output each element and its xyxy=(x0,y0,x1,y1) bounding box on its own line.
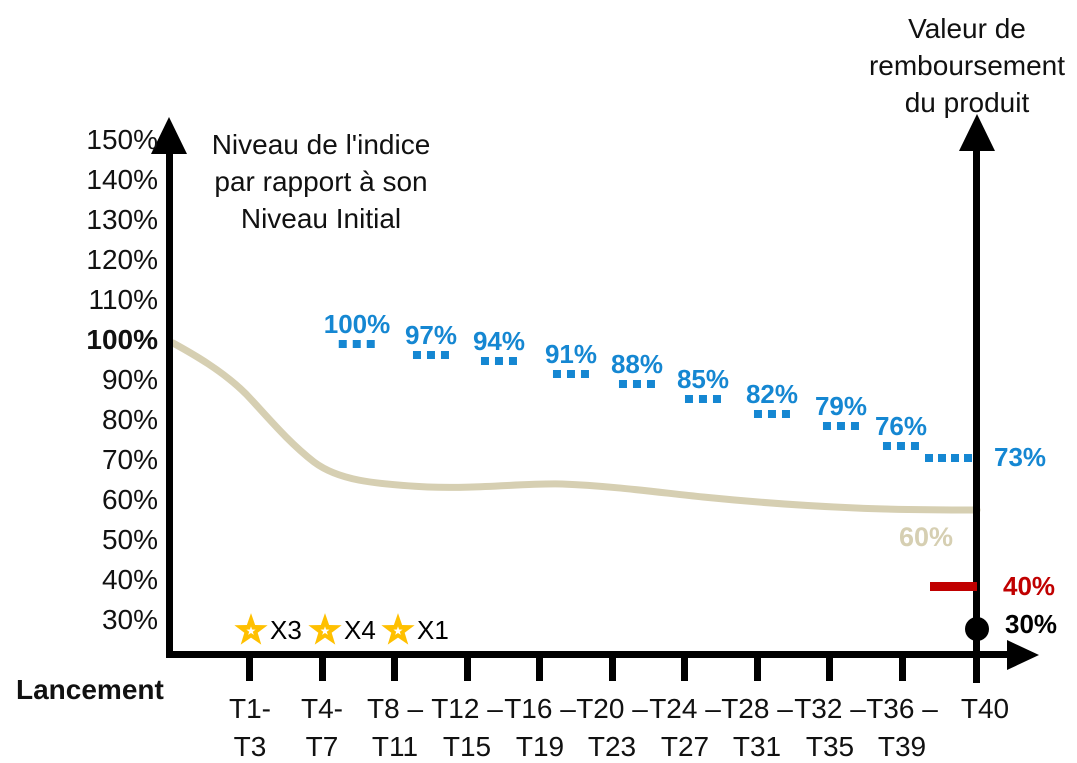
y-axis-arrow-icon xyxy=(151,117,187,154)
x-period-label: T24 – T27 xyxy=(649,693,721,762)
dotted-segment xyxy=(545,370,597,378)
dotted-segment-final xyxy=(925,454,972,462)
y-tick-label-initial-level: 100% xyxy=(86,324,158,355)
final-autocall-level-label: 73% xyxy=(994,442,1047,472)
star-count-label: X1 xyxy=(417,615,449,645)
autocall-level: 85% xyxy=(677,366,729,403)
x-tick xyxy=(246,655,253,681)
autocall-level-label: 85% xyxy=(676,364,730,394)
star-icon xyxy=(233,611,269,647)
red-level-label: 40% xyxy=(1003,571,1056,601)
x-period-label: T16 – T19 xyxy=(504,693,576,762)
right-axis-line xyxy=(973,145,980,683)
y-tick-label: 80% xyxy=(101,404,158,435)
y-tick-label: 140% xyxy=(86,164,158,195)
x-period-label: T20 – T23 xyxy=(576,693,648,762)
x-period-label: T36 – T39 xyxy=(866,693,938,762)
autocall-level-label: 91% xyxy=(544,339,598,369)
x-tick xyxy=(899,655,906,681)
autocall-level: 82% xyxy=(746,381,798,418)
x-tick xyxy=(826,655,833,681)
autocall-level-label: 97% xyxy=(404,320,458,350)
star-icon xyxy=(307,611,343,647)
x-period-label: T12 – T15 xyxy=(431,693,503,762)
y-tick-label: 40% xyxy=(101,564,158,595)
y-tick-label: 50% xyxy=(101,524,158,555)
x-axis-line xyxy=(166,651,1008,658)
autocall-level: 91% xyxy=(545,341,597,378)
x-origin-label: Lancement xyxy=(16,674,164,705)
dotted-segment xyxy=(611,380,663,388)
autocall-level: 88% xyxy=(611,351,663,388)
y-tick-label: 150% xyxy=(86,124,158,155)
x-axis-arrow-icon xyxy=(1007,640,1039,670)
autocall-level-label: 94% xyxy=(472,326,526,356)
x-period-label: T32 – T35 xyxy=(794,693,866,762)
right-axis-arrow-icon xyxy=(959,114,995,151)
x-tick xyxy=(319,655,326,681)
dotted-segment xyxy=(405,351,457,359)
dotted-segment xyxy=(746,410,798,418)
y-tick-label: 30% xyxy=(101,604,158,635)
final-value-dot xyxy=(965,617,989,641)
autocall-level-label: 79% xyxy=(814,391,868,421)
right-axis-title: Valeur de remboursement du produit xyxy=(868,13,1066,118)
y-tick-label: 130% xyxy=(86,204,158,235)
star-icon xyxy=(380,611,416,647)
dotted-segment xyxy=(324,340,391,348)
dotted-segment xyxy=(875,442,927,450)
star-count-label: X3 xyxy=(270,615,302,645)
x-period-label: T28 – T31 xyxy=(721,693,793,762)
x-period-label: T8 – T11 xyxy=(366,693,424,762)
dotted-segment xyxy=(677,395,729,403)
x-tick xyxy=(681,655,688,681)
x-tick xyxy=(391,655,398,681)
y-axis-line xyxy=(166,145,173,658)
autocall-level: 97% xyxy=(405,322,457,359)
x-tick xyxy=(464,655,471,681)
autocall-level: 100% xyxy=(323,309,391,348)
red-level-bar xyxy=(930,582,977,591)
x-period-label-final: T40 xyxy=(960,693,1010,724)
dotted-segment xyxy=(473,357,525,365)
y-tick-label: 60% xyxy=(101,484,158,515)
final-value-label: 30% xyxy=(1005,609,1058,639)
x-tick xyxy=(609,655,616,681)
star-count-label: X4 xyxy=(344,615,376,645)
x-period-label: T1- T3 xyxy=(229,693,271,762)
y-tick-label: 120% xyxy=(86,244,158,275)
autocall-level: 76% xyxy=(875,413,927,450)
y-tick-label: 90% xyxy=(101,364,158,395)
autocall-level: 94% xyxy=(473,328,525,365)
dotted-segment xyxy=(815,422,867,430)
autocall-level-label: 100% xyxy=(323,309,391,339)
x-tick xyxy=(754,655,761,681)
autocall-level-label: 82% xyxy=(745,379,799,409)
x-tick xyxy=(536,655,543,681)
autocall-level-label: 88% xyxy=(610,349,664,379)
y-tick-label: 110% xyxy=(88,284,158,315)
y-tick-label: 70% xyxy=(101,444,158,475)
x-period-label: T4- T7 xyxy=(301,693,343,762)
autocall-level: 79% xyxy=(815,393,867,430)
autocall-level-label: 76% xyxy=(874,411,928,441)
left-axis-title: Niveau de l'indice par rapport à son Niv… xyxy=(211,129,431,234)
index-final-level-label: 60% xyxy=(899,522,954,552)
